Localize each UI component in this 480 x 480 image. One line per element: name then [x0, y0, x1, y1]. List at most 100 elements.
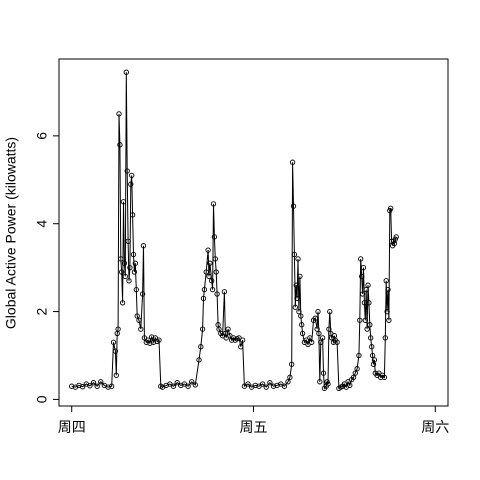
data-point	[294, 295, 300, 302]
data-point	[119, 269, 125, 275]
data-point	[360, 264, 367, 271]
data-point	[209, 278, 215, 284]
data-point	[299, 322, 305, 328]
data-point	[388, 205, 394, 211]
data-point	[149, 334, 155, 340]
data-point	[354, 366, 360, 372]
data-point	[334, 339, 340, 345]
data-point	[393, 234, 399, 240]
x-tick-label: 周四	[58, 419, 86, 435]
data-point	[174, 380, 180, 386]
data-point	[133, 286, 139, 293]
data-point	[189, 379, 195, 385]
data-point	[303, 337, 309, 343]
data-point	[200, 295, 207, 302]
data-point	[156, 337, 162, 343]
data-point	[117, 142, 123, 148]
data-point	[139, 291, 146, 297]
data-point	[185, 383, 191, 389]
y-tick-label: 2	[34, 307, 50, 315]
data-point	[263, 384, 269, 390]
data-point	[209, 286, 216, 293]
data-point	[289, 159, 296, 165]
data-point	[267, 380, 273, 386]
data-point	[130, 251, 137, 258]
data-point	[291, 251, 298, 258]
data-point	[214, 291, 220, 297]
data-point	[129, 212, 136, 218]
data-point	[358, 256, 364, 262]
y-axis-label: Global Active Power (kilowatts)	[3, 137, 19, 329]
axis-ticks: 0 2 4 6 周四 周五 周六	[34, 132, 450, 435]
data-point	[141, 335, 148, 341]
data-point	[121, 260, 128, 266]
data-point	[170, 383, 177, 389]
data-point	[368, 335, 374, 341]
data-point	[252, 382, 258, 389]
data-point	[347, 382, 353, 389]
data-point	[315, 308, 321, 315]
data-point	[98, 379, 104, 385]
data-point	[105, 384, 111, 390]
data-point	[292, 304, 298, 310]
data-point	[207, 260, 213, 266]
data-point	[109, 383, 115, 389]
data-point	[371, 357, 378, 363]
data-point	[225, 326, 231, 332]
data-point	[259, 381, 266, 387]
data-point	[359, 273, 365, 280]
data-point	[123, 69, 129, 75]
data-point	[181, 381, 188, 387]
data-point	[327, 308, 333, 315]
data-point	[295, 256, 301, 262]
data-point	[305, 341, 311, 348]
data-point	[383, 278, 389, 284]
data-point	[212, 256, 218, 262]
data-point	[312, 315, 318, 321]
data-point	[376, 370, 382, 376]
data-point	[125, 238, 131, 244]
data-point	[115, 326, 121, 332]
data-point	[386, 317, 392, 323]
data-point	[382, 335, 388, 341]
data-point	[199, 326, 206, 332]
data-point	[150, 339, 157, 345]
data-point	[289, 361, 295, 367]
data-point	[238, 344, 244, 350]
data-point	[221, 289, 228, 295]
data-point	[196, 357, 202, 363]
data-point	[369, 344, 375, 350]
data-point	[319, 335, 326, 341]
data-point	[293, 282, 299, 288]
data-point	[317, 379, 323, 385]
data-point	[314, 326, 320, 332]
data-point	[147, 340, 153, 346]
data-point	[326, 326, 332, 332]
data-point	[290, 203, 297, 209]
y-tick-label: 4	[34, 220, 50, 228]
data-point	[381, 374, 388, 381]
data-point	[213, 269, 219, 275]
data-point	[364, 326, 370, 332]
data-point	[369, 352, 376, 359]
data-point	[223, 335, 229, 341]
data-point	[94, 383, 100, 389]
data-point	[126, 278, 132, 284]
data-point	[124, 168, 130, 174]
data-point	[216, 326, 222, 332]
data-point	[198, 344, 204, 350]
data-point	[239, 337, 246, 343]
data-point	[298, 313, 304, 319]
data-point	[136, 317, 142, 323]
data-point	[297, 273, 303, 280]
data-point	[357, 317, 363, 323]
data-point	[318, 339, 324, 345]
data-point	[128, 181, 134, 187]
data-point	[356, 352, 362, 359]
data-point	[122, 273, 128, 280]
data-point	[116, 111, 122, 117]
data-point	[385, 286, 391, 293]
series-line	[71, 72, 397, 390]
data-point	[112, 348, 119, 354]
